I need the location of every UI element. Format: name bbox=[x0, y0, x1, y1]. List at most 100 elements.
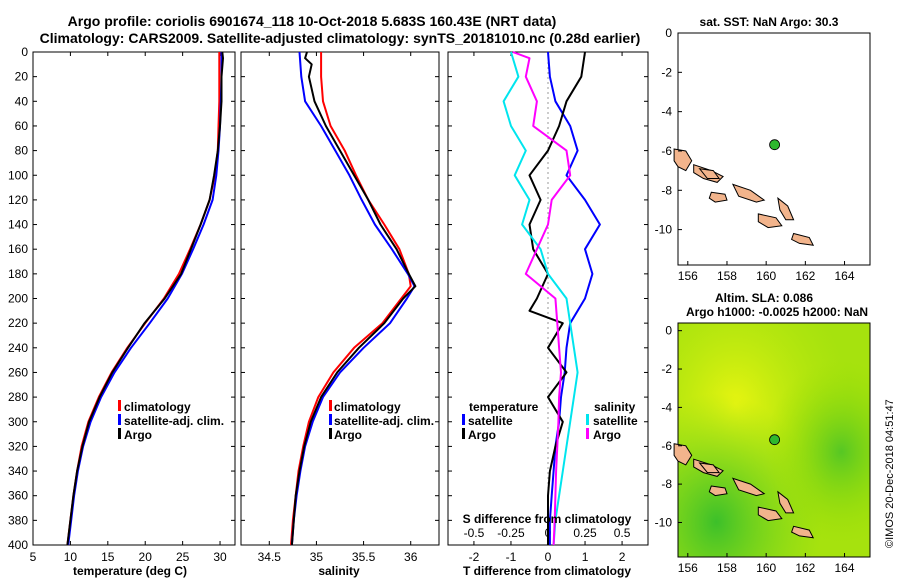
y-tick-label: 20 bbox=[15, 70, 29, 84]
sst-map-title: sat. SST: NaN Argo: 30.3 bbox=[700, 15, 839, 29]
island bbox=[731, 183, 766, 203]
y-tick-label: 200 bbox=[8, 292, 28, 306]
island bbox=[731, 477, 766, 497]
island bbox=[698, 168, 721, 179]
y-tick-label: 0 bbox=[21, 45, 28, 59]
legend-swatch-t-satellite bbox=[462, 414, 465, 425]
x-tick-label: 15 bbox=[101, 550, 115, 564]
y-tick-label: 260 bbox=[8, 365, 28, 379]
y-tick-label: 160 bbox=[8, 242, 28, 256]
y-tick-label: 320 bbox=[8, 439, 28, 453]
map-y-tick-label: 0 bbox=[665, 324, 672, 338]
y-tick-label: 400 bbox=[8, 538, 28, 552]
sla-map-title1: Altim. SLA: 0.086 bbox=[715, 291, 813, 305]
map-y-tick-label: -6 bbox=[661, 144, 672, 158]
x-tick-label: 20 bbox=[139, 550, 153, 564]
salinity-lines bbox=[290, 51, 417, 546]
series-line-s-argo bbox=[512, 51, 572, 546]
island bbox=[790, 525, 815, 539]
map-y-tick-label: -8 bbox=[661, 477, 672, 491]
salinity-legend: climatology satellite-adj. clim. Argo bbox=[329, 400, 434, 442]
legend-swatch-satellite bbox=[118, 414, 121, 425]
temperature-lines bbox=[66, 51, 224, 546]
y-tick-label: 60 bbox=[15, 119, 29, 133]
legend-label-argo: Argo bbox=[124, 428, 152, 442]
copyright-stamp: ©IMOS 20-Dec-2018 04:51:47 bbox=[884, 399, 896, 548]
series-line-s-satellite bbox=[502, 51, 579, 546]
legend-label-satellite: satellite-adj. clim. bbox=[334, 414, 434, 428]
x-tick-label: 35.5 bbox=[352, 550, 376, 564]
map-x-tick-label: 164 bbox=[835, 269, 855, 283]
sla-map-land bbox=[673, 443, 815, 539]
legend-swatch-s-satellite bbox=[586, 414, 589, 425]
x-tick-label: 30 bbox=[213, 550, 227, 564]
argo-location-marker bbox=[769, 434, 780, 446]
salinity-xlabel: salinity bbox=[318, 564, 360, 578]
y-tick-label: 80 bbox=[15, 144, 29, 158]
y-tick-label: 40 bbox=[15, 94, 29, 108]
legend-title-salinity: salinity bbox=[594, 400, 636, 414]
island bbox=[790, 232, 815, 246]
map-x-tick-label: 160 bbox=[756, 269, 776, 283]
x-tick-label: 25 bbox=[176, 550, 190, 564]
series-line-t-argo bbox=[528, 51, 586, 545]
s-tick-label: 0.5 bbox=[614, 526, 631, 540]
map-x-tick-label: 158 bbox=[717, 561, 737, 575]
island bbox=[777, 490, 795, 514]
sla-map: Altim. SLA: 0.086 Argo h1000: -0.0025 h2… bbox=[655, 291, 871, 575]
difference-legend-temperature: temperature satellite Argo bbox=[462, 400, 539, 442]
legend-label-argo: Argo bbox=[334, 428, 362, 442]
x-tick-label: -2 bbox=[469, 550, 480, 564]
x-tick-label: 1 bbox=[582, 550, 589, 564]
y-tick-label: 140 bbox=[8, 218, 28, 232]
map-y-tick-label: -2 bbox=[661, 362, 672, 376]
legend-swatch-climatology bbox=[329, 400, 332, 411]
difference-legend-salinity: salinity satellite Argo bbox=[586, 400, 638, 442]
figure-title-line1: Argo profile: coriolis 6901674_118 10-Oc… bbox=[68, 13, 557, 29]
legend-label-s-argo: Argo bbox=[593, 428, 621, 442]
map-y-tick-label: -10 bbox=[655, 223, 673, 237]
island bbox=[708, 485, 728, 497]
s-tick-label: -0.5 bbox=[464, 526, 485, 540]
sla-map-frame bbox=[677, 322, 871, 558]
island bbox=[777, 196, 795, 221]
y-tick-label: 100 bbox=[8, 168, 28, 182]
x-tick-label: -1 bbox=[506, 550, 517, 564]
figure-title-line2: Climatology: CARS2009. Satellite-adjuste… bbox=[40, 30, 641, 46]
map-x-tick-label: 158 bbox=[717, 269, 737, 283]
island bbox=[708, 191, 728, 203]
y-tick-label: 180 bbox=[8, 267, 28, 281]
x-tick-label: 10 bbox=[64, 550, 78, 564]
legend-title-temperature: temperature bbox=[469, 400, 539, 414]
map-y-tick-label: -4 bbox=[661, 105, 672, 119]
map-x-tick-label: 164 bbox=[835, 561, 855, 575]
legend-label-t-satellite: satellite bbox=[468, 414, 513, 428]
x-tick-label: 5 bbox=[30, 550, 37, 564]
temperature-legend: climatology satellite-adj. clim. Argo bbox=[118, 400, 224, 442]
x-tick-label: 0 bbox=[545, 550, 552, 564]
legend-label-t-argo: Argo bbox=[468, 428, 496, 442]
y-tick-label: 360 bbox=[8, 489, 28, 503]
difference-xlabel2: S difference from climatology bbox=[463, 512, 632, 526]
series-line-argo bbox=[66, 51, 224, 546]
sst-map-ticks: 156 158 160 162 164 0 -2 -4 -6 -8 -10 bbox=[655, 26, 855, 283]
y-tick-label: 120 bbox=[8, 193, 28, 207]
salinity-panel: 34.5 35 35.5 36 climatology satellite-adj. … bbox=[240, 51, 440, 578]
sla-map-title2: Argo h1000: -0.0025 h2000: NaN bbox=[686, 305, 868, 319]
legend-label-s-satellite: satellite bbox=[593, 414, 638, 428]
salinity-plot-frame bbox=[240, 51, 440, 546]
temperature-panel: 0 20 40 60 80 100 120 140 160 180 200 220 240 260 280 3… bbox=[8, 45, 236, 578]
y-tick-label: 340 bbox=[8, 464, 28, 478]
legend-swatch-argo bbox=[118, 428, 121, 439]
y-tick-label: 280 bbox=[8, 390, 28, 404]
x-tick-label: 35 bbox=[310, 550, 324, 564]
map-y-tick-label: -8 bbox=[661, 183, 672, 197]
map-y-tick-label: -10 bbox=[655, 515, 673, 529]
map-x-tick-label: 156 bbox=[678, 269, 698, 283]
sla-map-ticks: 156 158 160 162 164 0 -2 -4 -6 -8 -10 bbox=[655, 324, 855, 575]
y-tick-label: 220 bbox=[8, 316, 28, 330]
x-tick-label: 34.5 bbox=[258, 550, 282, 564]
series-line-argo bbox=[290, 51, 417, 546]
map-y-tick-label: -6 bbox=[661, 439, 672, 453]
